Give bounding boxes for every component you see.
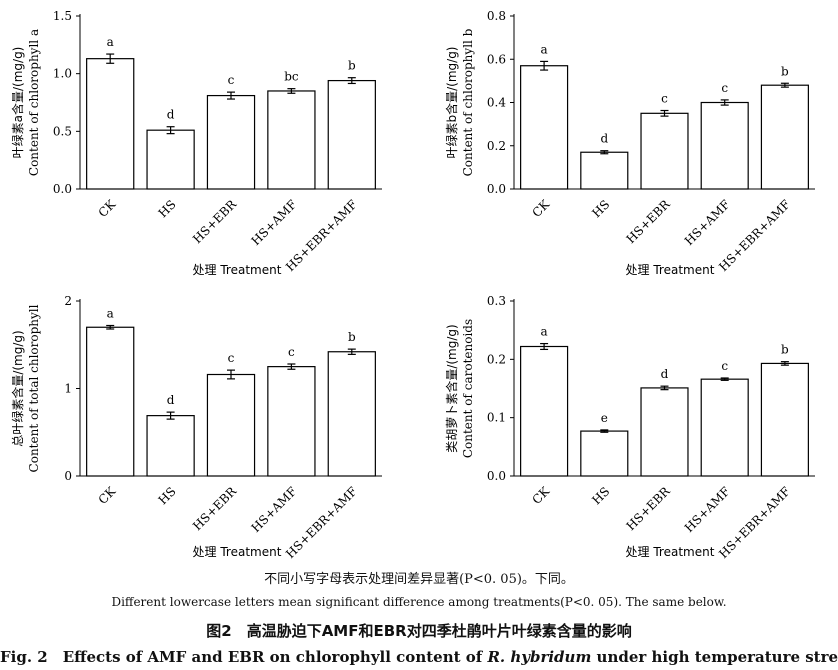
- chart4-y-tick-label: 0.3: [487, 294, 506, 308]
- chart2-bar-HS+EBR+AMF: [760, 84, 809, 190]
- chart1-y-tick-label: 1.5: [53, 9, 72, 23]
- chart4-bar-HS+EBR: [640, 387, 689, 477]
- chart3-bar-CK: [86, 326, 135, 477]
- chart3-y-tick-label: 1: [64, 382, 72, 396]
- chart3-sig-letter: c: [288, 345, 295, 359]
- chart4-sig-letter: b: [781, 343, 789, 357]
- chart4-sig-letter: e: [601, 411, 608, 425]
- chart4-bar-HS+AMF: [700, 378, 749, 477]
- chart3-sig-letter: d: [167, 393, 175, 407]
- chart2-y-tick-label: 0.8: [487, 9, 506, 23]
- chart3-ylabel-zh: 总叶绿素含量/(mg/g): [10, 330, 25, 446]
- figure-panels: 0.00.51.01.5aCKdHScHS+EBRbcHS+AMFbHS+EBR…: [10, 9, 815, 560]
- chart3-y-tick-label: 2: [64, 294, 72, 308]
- chart4-x-tick-label: CK: [529, 483, 552, 506]
- chart3-x-tick-label: HS+AMF: [249, 484, 300, 535]
- chart2-y-tick-label: 0.0: [487, 182, 506, 196]
- chart4-bar-HS+EBR+AMF: [760, 362, 809, 477]
- chart1-x-tick-label: HS+AMF: [249, 197, 300, 248]
- chart3-sig-letter: b: [348, 330, 356, 344]
- chart1-y-tick-label: 0.0: [53, 182, 72, 196]
- chart2-sig-letter: a: [541, 42, 548, 56]
- figure-title-zh: 图2 高温胁迫下AMF和EBR对四季杜鹃叶片叶绿素含量的影响: [206, 622, 632, 640]
- chart4-y-tick-label: 0.0: [487, 469, 506, 483]
- chart2-y-tick-label: 0.4: [487, 96, 506, 110]
- figure-title-en-suffix: under high temperature stress: [591, 648, 838, 666]
- chart2-group: 0.00.20.40.60.8aCKdHScHS+EBRcHS+AMFbHS+E…: [444, 9, 815, 277]
- significance-note-zh: 不同小写字母表示处理间差异显著(P<0. 05)。下同。: [264, 572, 574, 587]
- chart2-bar-HS+EBR: [640, 112, 689, 190]
- chart2-x-tick-label: HS+EBR: [624, 197, 674, 247]
- chart4-sig-letter: a: [541, 325, 548, 339]
- chart3-ylabel-en: Content of total chlorophyll: [27, 304, 41, 472]
- chart2-xlabel: 处理 Treatment: [626, 263, 715, 277]
- chart1-sig-letter: d: [167, 108, 175, 122]
- chart1-bar-HS+AMF: [267, 90, 316, 190]
- chart4-bar-HS: [580, 430, 629, 477]
- chart3-y-tick-label: 0: [64, 469, 72, 483]
- chart1-x-tick-label: HS+EBR: [190, 197, 240, 247]
- chart1-group: 0.00.51.01.5aCKdHScHS+EBRbcHS+AMFbHS+EBR…: [10, 9, 382, 277]
- chart4-sig-letter: d: [661, 367, 669, 381]
- chart4-y-tick-label: 0.1: [487, 411, 506, 425]
- chart3-x-tick-label: HS: [156, 484, 179, 507]
- chart3-bar-HS: [146, 415, 195, 477]
- chart2-x-tick-label: HS: [589, 197, 612, 220]
- chart3-bar-HS+EBR: [206, 373, 256, 477]
- chart1-y-tick-label: 0.5: [53, 124, 72, 138]
- chart2-ylabel-en: Content of chlorophyll b: [461, 28, 475, 176]
- chart3-group: 012aCKdHScHS+EBRcHS+AMFbHS+EBR+AMF总叶绿素含量…: [10, 294, 382, 560]
- chart4-group: 0.00.10.20.3aCKeHSdHS+EBRcHS+AMFbHS+EBR+…: [444, 294, 815, 560]
- chart2-y-tick-label: 0.6: [487, 52, 506, 66]
- chart3-x-tick-label: CK: [96, 483, 119, 506]
- chart2-bar-HS+AMF: [700, 101, 749, 190]
- chart1-bar-HS: [146, 129, 195, 190]
- figure-title-en-prefix: Fig. 2 Effects of AMF and EBR on chlorop…: [0, 648, 488, 666]
- chart1-bar-HS+EBR: [206, 94, 256, 190]
- chart4-bar-CK: [520, 345, 569, 477]
- chart1-sig-letter: b: [348, 59, 356, 73]
- chart1-sig-letter: a: [107, 35, 114, 49]
- chart1-sig-letter: c: [228, 73, 235, 87]
- chart1-ylabel-en: Content of chlorophyll a: [27, 29, 41, 176]
- figure-title-en-species: R. hybridum: [487, 648, 592, 666]
- chart1-bar-HS+EBR+AMF: [327, 79, 376, 190]
- chart3-xlabel: 处理 Treatment: [193, 545, 282, 559]
- chart3-bar-HS+AMF: [267, 366, 316, 477]
- chart1-x-tick-label: HS: [156, 197, 179, 220]
- chart4-x-tick-label: HS: [589, 484, 612, 507]
- chart2-bar-HS: [580, 151, 629, 190]
- chart1-x-tick-label: CK: [96, 196, 119, 219]
- chart3-x-tick-label: HS+EBR: [190, 484, 240, 534]
- chart2-sig-letter: b: [781, 64, 789, 78]
- significance-note-en: Different lowercase letters mean signifi…: [111, 595, 727, 609]
- chart1-sig-letter: bc: [284, 70, 299, 84]
- chart2-x-tick-label: HS+AMF: [682, 197, 733, 248]
- chart4-x-tick-label: HS+EBR: [624, 484, 674, 534]
- chart4-ylabel-en: Content of carotenoids: [461, 319, 475, 458]
- chart4-ylabel-zh: 类胡萝卜素含量/(mg/g): [444, 324, 459, 452]
- chart3-sig-letter: a: [107, 307, 114, 321]
- chart2-sig-letter: d: [600, 132, 608, 146]
- chart4-x-tick-label: HS+AMF: [682, 484, 733, 535]
- chart2-x-tick-label: CK: [529, 196, 552, 219]
- figure-title-en: Fig. 2 Effects of AMF and EBR on chlorop…: [0, 646, 838, 667]
- chart4-xlabel: 处理 Treatment: [626, 545, 715, 559]
- chart2-bar-CK: [520, 65, 569, 190]
- chart2-sig-letter: c: [721, 81, 728, 95]
- chart3-sig-letter: c: [228, 351, 235, 365]
- chart4-sig-letter: c: [721, 359, 728, 373]
- chart1-ylabel-zh: 叶绿素a含量/(mg/g): [10, 47, 25, 159]
- chart2-sig-letter: c: [661, 92, 668, 106]
- chart1-xlabel: 处理 Treatment: [193, 263, 282, 277]
- chart1-bar-CK: [86, 58, 135, 190]
- chart3-bar-HS+EBR+AMF: [327, 351, 376, 477]
- chart1-y-tick-label: 1.0: [53, 67, 72, 81]
- chart2-ylabel-zh: 叶绿素b含量/(mg/g): [444, 47, 459, 159]
- chart4-y-tick-label: 0.2: [487, 352, 506, 366]
- chart2-y-tick-label: 0.2: [487, 139, 506, 153]
